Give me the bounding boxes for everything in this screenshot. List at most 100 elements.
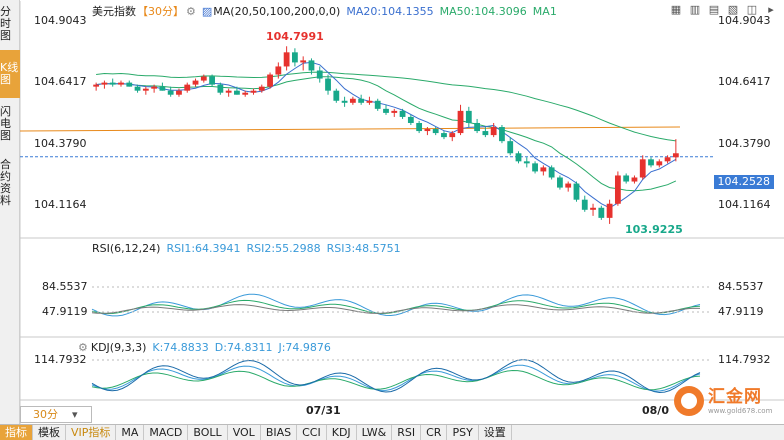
candle-body bbox=[457, 110, 464, 134]
tab-kdj[interactable]: KDJ bbox=[327, 425, 357, 440]
rsi-params: RSI(6,12,24) bbox=[92, 242, 161, 255]
rsi-legend: RSI(6,12,24) RSI1:64.3941 RSI2:55.2988 RSI3… bbox=[92, 242, 407, 255]
candle-body bbox=[573, 183, 580, 200]
tab-psy[interactable]: PSY bbox=[447, 425, 479, 440]
rsi1-value: RSI1:64.3941 bbox=[166, 242, 241, 255]
candle-body bbox=[631, 177, 638, 182]
settings-icon[interactable]: ⚙ bbox=[186, 5, 196, 18]
logo-url: www.gold678.com bbox=[708, 407, 773, 415]
bar-chart-icon[interactable]: ▤ bbox=[708, 2, 720, 16]
tab-time-sharing[interactable]: 分时图 bbox=[0, 5, 11, 42]
candle-body bbox=[341, 100, 348, 103]
tab-ma[interactable]: MA bbox=[116, 425, 145, 440]
tab-settings[interactable]: 设置 bbox=[479, 425, 512, 440]
candle-body bbox=[449, 133, 456, 138]
rsi3-line bbox=[91, 304, 701, 314]
ma50-value: MA50:104.3096 bbox=[439, 5, 527, 18]
candle-body bbox=[142, 88, 149, 91]
grid-view-icon[interactable]: ▦ bbox=[670, 2, 682, 16]
split-view-icon[interactable]: ▥ bbox=[689, 2, 701, 16]
tab-bias[interactable]: BIAS bbox=[261, 425, 298, 440]
high-annotation: 104.7991 bbox=[266, 30, 324, 43]
ma-toggle-icon[interactable]: ▨ bbox=[201, 5, 213, 18]
rsi-axis-label-right: 47.9119 bbox=[718, 305, 764, 318]
candle-body bbox=[490, 127, 497, 136]
tab-vip-indicators[interactable]: VIP指标 bbox=[66, 425, 117, 440]
candle-body bbox=[242, 92, 249, 95]
kdj-j-value: J:74.9876 bbox=[278, 341, 331, 354]
low-annotation: 103.9225 bbox=[625, 223, 683, 236]
expand-icon[interactable]: ◫ bbox=[746, 2, 758, 16]
candle-body bbox=[465, 110, 472, 123]
instrument-name: 美元指数 bbox=[92, 5, 136, 18]
main-legend: 美元指数【30分】 ⚙ ▨MA(20,50,100,200,0,0) MA20:104… bbox=[92, 3, 563, 19]
rsi3-value: RSI3:48.5751 bbox=[326, 242, 401, 255]
tab-indicators[interactable]: 指标 bbox=[0, 425, 33, 440]
candle-body bbox=[482, 131, 489, 136]
kline-chart[interactable] bbox=[20, 0, 784, 424]
ma200-line bbox=[20, 126, 681, 132]
rsi-axis-label: 84.5537 bbox=[42, 280, 88, 293]
candle-body bbox=[358, 98, 365, 103]
date-label: 08/0 bbox=[642, 404, 669, 417]
candle-body bbox=[424, 129, 431, 132]
price-axis-label-right: 104.1164 bbox=[718, 198, 771, 211]
price-axis-label: 104.1164 bbox=[34, 198, 87, 211]
candle-body bbox=[399, 110, 406, 117]
logo-name: 汇金网 bbox=[708, 387, 762, 407]
candle-body bbox=[126, 82, 133, 87]
scroll-right-icon[interactable]: ▸ bbox=[768, 2, 774, 16]
tab-contract-info[interactable]: 合约资料 bbox=[0, 158, 11, 207]
candle-body bbox=[523, 161, 530, 164]
kdj-settings-icon[interactable]: ⚙ bbox=[78, 341, 88, 354]
ma20-value: MA20:104.1355 bbox=[346, 5, 434, 18]
tab-rsi[interactable]: RSI bbox=[392, 425, 422, 440]
chart-area[interactable]: 美元指数【30分】 ⚙ ▨MA(20,50,100,200,0,0) MA20:104… bbox=[20, 0, 784, 424]
candle-body bbox=[209, 76, 215, 85]
candle-body bbox=[557, 177, 563, 188]
candle-body bbox=[407, 116, 414, 123]
kdj-axis-label: 114.7932 bbox=[34, 353, 87, 366]
candle-body bbox=[93, 84, 100, 87]
column-chart-icon[interactable]: ▧ bbox=[727, 2, 739, 16]
candle-body bbox=[499, 127, 505, 142]
kdj-k-value: K:74.8833 bbox=[152, 341, 209, 354]
candle-body bbox=[548, 167, 555, 178]
candle-body bbox=[325, 78, 331, 91]
ma1-value: MA1 bbox=[532, 5, 557, 18]
brand-logo: 汇金网 www.gold678.com bbox=[674, 384, 778, 418]
candle-body bbox=[581, 199, 588, 210]
candle-body bbox=[151, 86, 158, 89]
tab-macd[interactable]: MACD bbox=[144, 425, 189, 440]
candle-body bbox=[292, 52, 298, 63]
chart-toolbar: ▦ ▥ ▤ ▧ ◫ ▸ bbox=[667, 1, 780, 17]
tab-vol[interactable]: VOL bbox=[228, 425, 261, 440]
candle-body bbox=[300, 60, 307, 63]
tab-cr[interactable]: CR bbox=[421, 425, 448, 440]
candle-body bbox=[167, 90, 174, 95]
kdj-k-line bbox=[91, 364, 701, 392]
rsi1-line bbox=[91, 293, 701, 317]
candle-body bbox=[275, 66, 282, 75]
rsi2-line bbox=[91, 299, 701, 315]
candle-body bbox=[308, 60, 315, 71]
tab-kline[interactable]: K线图 bbox=[0, 50, 20, 98]
chevron-down-icon: ▾ bbox=[72, 408, 78, 421]
kdj-params: KDJ(9,3,3) bbox=[90, 341, 147, 354]
rsi-axis-label: 47.9119 bbox=[42, 305, 88, 318]
tab-cci[interactable]: CCI bbox=[297, 425, 327, 440]
candle-body bbox=[159, 86, 166, 91]
price-axis-label-right: 104.9043 bbox=[718, 14, 771, 27]
tab-templates[interactable]: 模板 bbox=[33, 425, 66, 440]
candle-body bbox=[184, 84, 191, 91]
price-axis-label: 104.6417 bbox=[34, 75, 87, 88]
tab-boll[interactable]: BOLL bbox=[188, 425, 228, 440]
kdj-legend: ⚙ KDJ(9,3,3) K:74.8833 D:74.8311 J:74.9876 bbox=[78, 341, 337, 354]
ma100-line bbox=[96, 71, 676, 142]
kdj-j-line bbox=[91, 359, 701, 394]
candle-body bbox=[176, 90, 182, 95]
tab-lw[interactable]: LW& bbox=[357, 425, 393, 440]
candle-body bbox=[258, 86, 265, 91]
period-select[interactable]: 30分 ▾ bbox=[20, 406, 92, 423]
tab-flash-chart[interactable]: 闪电图 bbox=[0, 105, 11, 142]
